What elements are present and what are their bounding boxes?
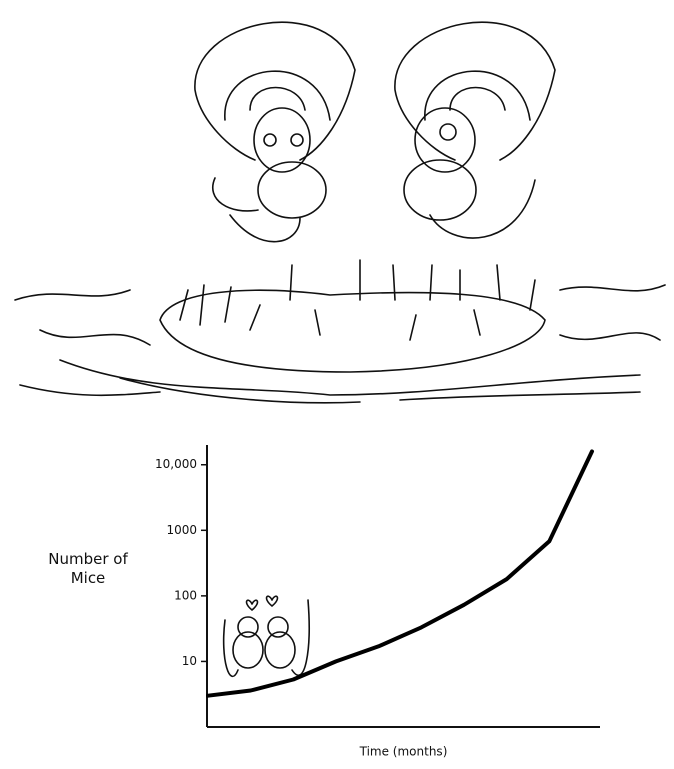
y-tick-label: 10,000	[155, 457, 197, 471]
chart: 10 100 1000 10,000 Time (months)	[0, 0, 674, 769]
y-axis-label: Number of Mice	[38, 550, 138, 588]
y-tick-label: 1000	[166, 523, 197, 537]
page: 10 100 1000 10,000 Time (months) Number of M…	[0, 0, 674, 769]
y-tick-label: 10	[182, 654, 197, 668]
y-tick-label: 100	[174, 588, 197, 602]
x-axis-label: Time (months)	[359, 745, 448, 759]
curve	[208, 451, 592, 695]
